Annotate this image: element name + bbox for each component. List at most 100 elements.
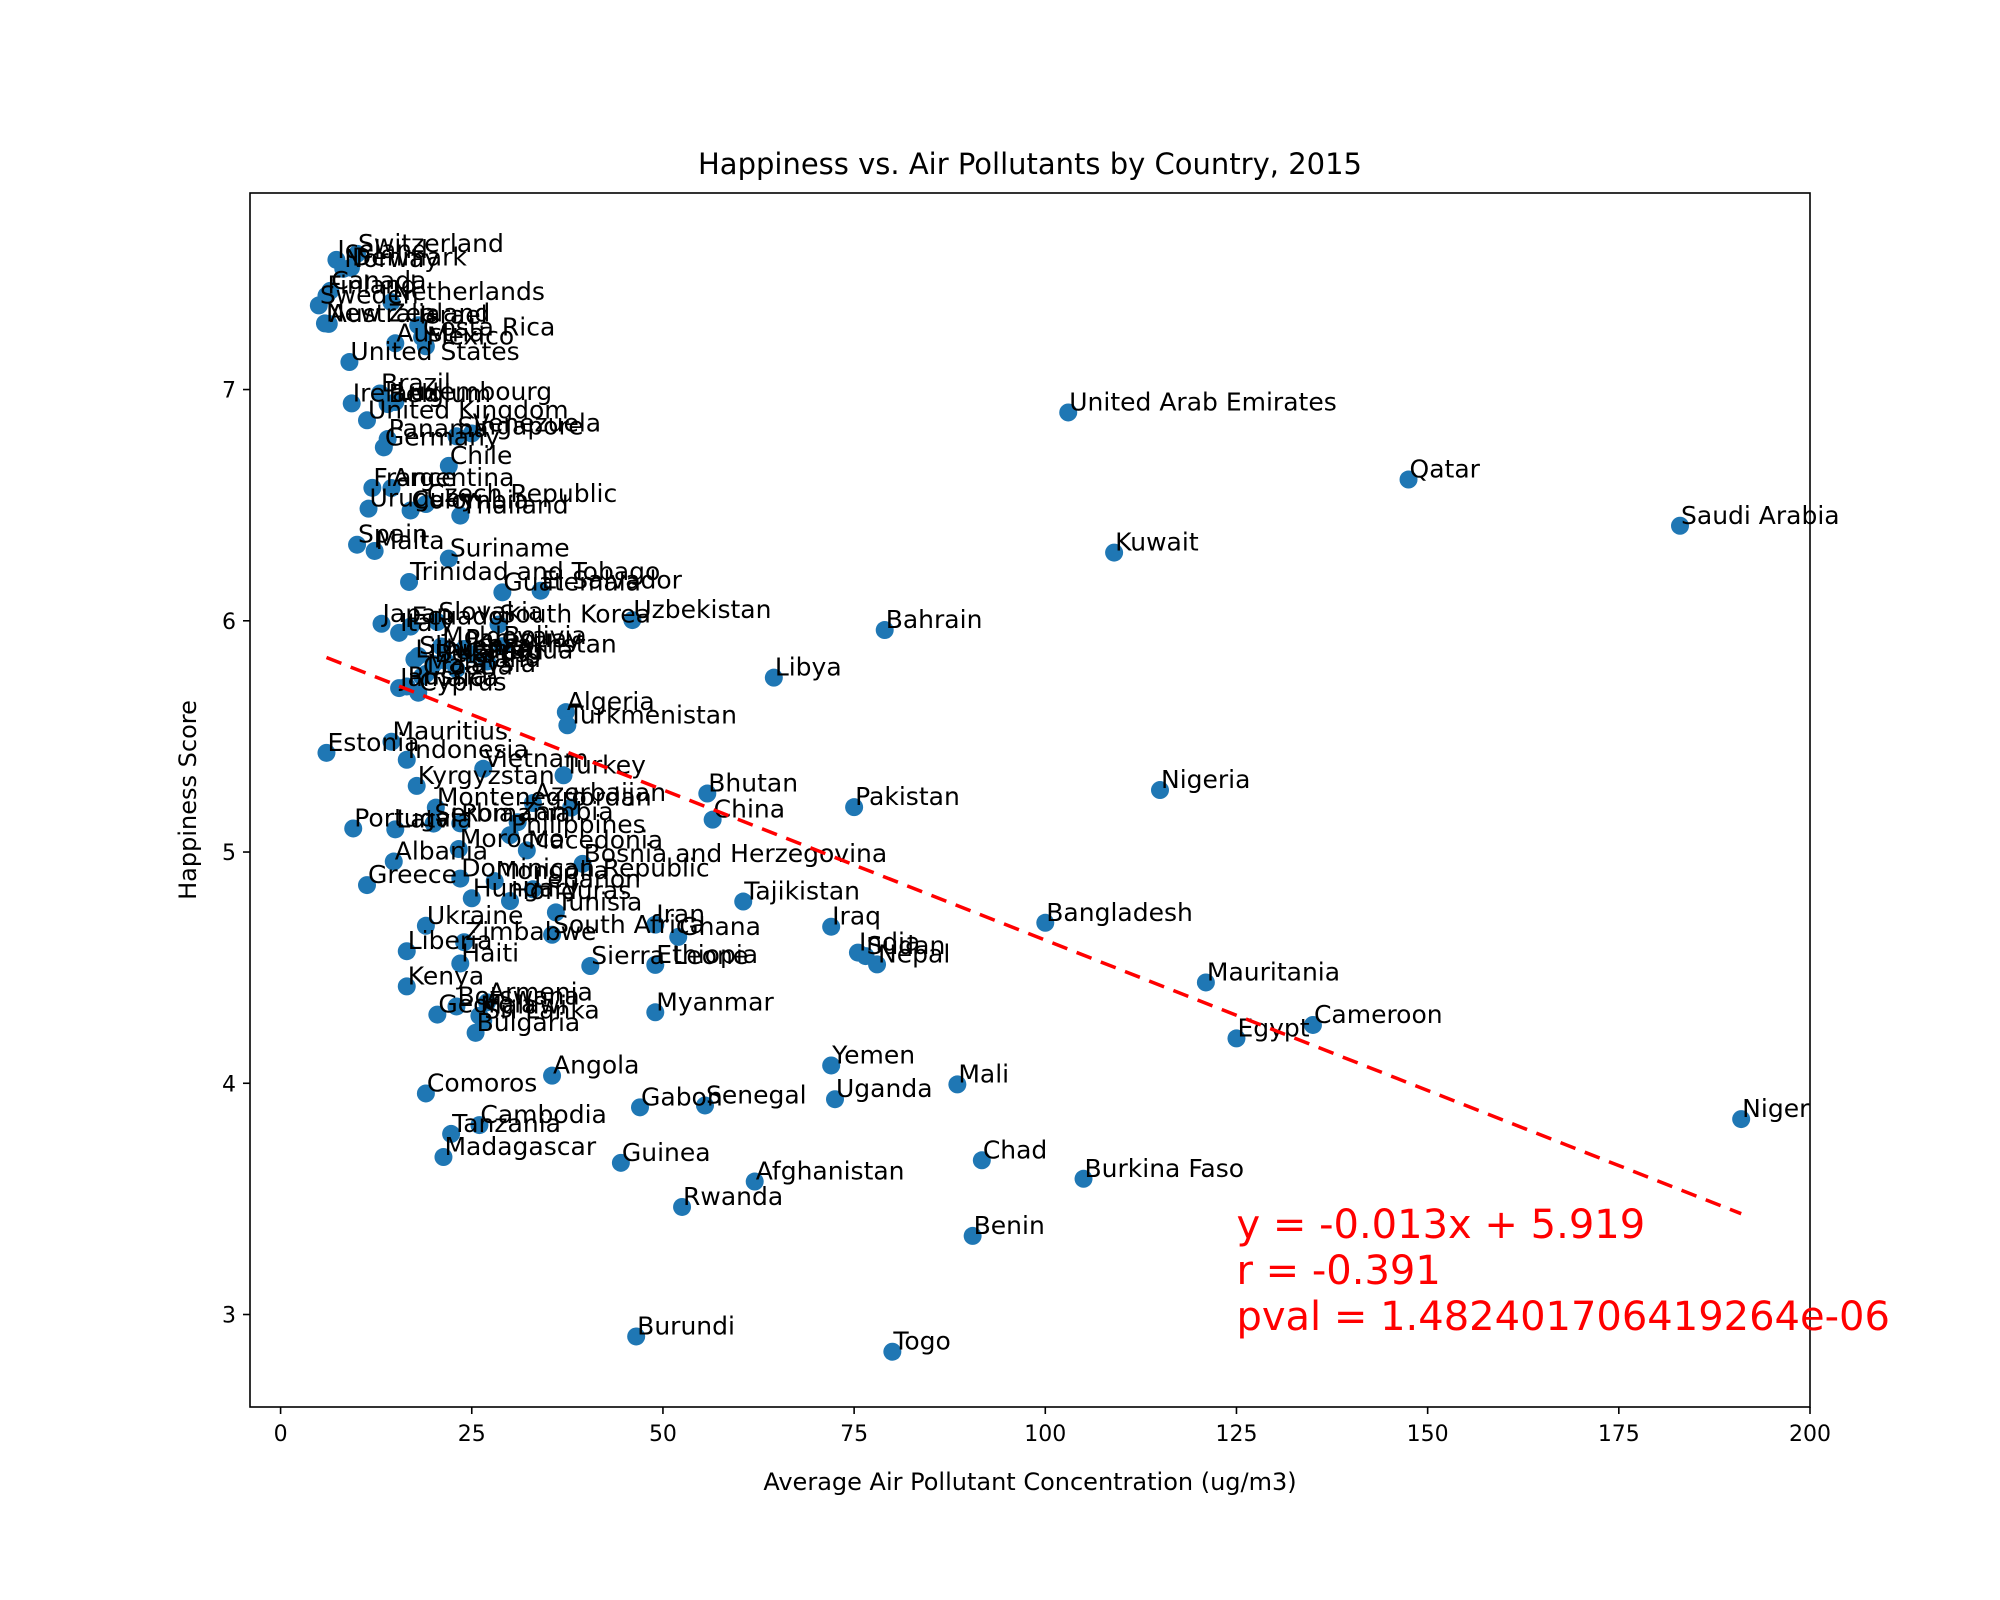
data-point [319, 314, 338, 333]
point-label: Guatemala [503, 567, 641, 596]
x-tick-label: 50 [649, 1422, 677, 1447]
point-label: Qatar [1410, 455, 1481, 484]
point-label: Panama [389, 414, 489, 443]
y-tick-label: 5 [222, 841, 236, 866]
annotation-line: r = -0.391 [1236, 1248, 1440, 1294]
data-point [397, 750, 416, 769]
data-point [390, 623, 409, 642]
point-label: Rwanda [683, 1182, 783, 1211]
point-label: Vietnam [484, 744, 588, 773]
regression-line-group [325, 655, 1742, 1216]
data-point [623, 611, 642, 630]
data-point [646, 915, 665, 934]
point-label: Ecuador [412, 602, 515, 631]
data-point [698, 784, 717, 803]
x-tick-label: 150 [1407, 1422, 1449, 1447]
point-label: Estonia [327, 728, 419, 757]
point-label: Uruguay [370, 484, 476, 513]
point-label: Peru [488, 636, 544, 665]
point-label: Libya [775, 653, 842, 682]
point-label: Uganda [836, 1074, 933, 1103]
data-point [485, 872, 504, 891]
data-point [432, 637, 451, 656]
point-label: Greece [368, 860, 457, 889]
data-point [344, 819, 363, 838]
data-point [543, 925, 562, 944]
point-label: Mauritania [1207, 957, 1340, 986]
data-point [309, 296, 328, 315]
point-label: Philippines [511, 810, 646, 839]
data-point [493, 583, 512, 602]
point-label: Germany [385, 422, 500, 451]
point-label: Slovenia [419, 631, 525, 660]
data-point [407, 776, 426, 795]
point-label: Bhutan [708, 769, 798, 798]
point-label: Angola [553, 1051, 639, 1080]
point-label: Lebanon [534, 864, 641, 893]
data-point [1059, 403, 1078, 422]
data-point [845, 798, 864, 817]
point-label: Macedonia [528, 825, 663, 854]
point-label: Ireland [353, 378, 439, 407]
point-label: Belgium [389, 379, 492, 408]
point-label: Romania [461, 798, 570, 827]
point-label: Kuwait [1115, 528, 1199, 557]
data-point [562, 798, 581, 817]
data-point [1671, 516, 1689, 535]
data-point [478, 993, 497, 1012]
point-label: Sierra Leone [591, 941, 748, 970]
data-point [442, 1124, 461, 1143]
data-point [474, 759, 493, 778]
point-label: Malawi [480, 991, 567, 1020]
point-label: Lithuania [415, 634, 531, 663]
data-point [470, 1116, 489, 1135]
data-point [764, 668, 783, 687]
point-label: Italy [400, 608, 454, 637]
point-label: Burkina Faso [1085, 1154, 1245, 1183]
x-tick-label: 75 [840, 1422, 868, 1447]
point-label: Trinidad and Tobago [409, 557, 660, 586]
data-point [447, 997, 466, 1016]
point-label: Kyrgyzstan [418, 761, 555, 790]
point-label: Israel [419, 300, 487, 329]
point-label: Ukraine [427, 901, 524, 930]
data-point [508, 813, 527, 832]
data-point [451, 506, 470, 525]
point-label: Kenya [408, 961, 485, 990]
point-label: Uzbekistan [633, 595, 771, 624]
point-label: France [373, 463, 456, 492]
annotation-line: y = -0.013x + 5.919 [1236, 1202, 1645, 1248]
point-label: Sweden [320, 280, 419, 309]
data-point [627, 1327, 646, 1346]
data-point [397, 942, 416, 961]
data-point [317, 743, 336, 762]
x-tick-label: 100 [1024, 1422, 1066, 1447]
point-label: Belarus [435, 639, 529, 668]
point-label: Tanzania [451, 1109, 561, 1138]
data-point [416, 1084, 435, 1103]
point-label: Albania [395, 837, 488, 866]
point-label: Bolivia [503, 621, 586, 650]
data-point [426, 798, 445, 817]
data-point [1399, 470, 1418, 489]
data-point [1074, 1169, 1093, 1188]
point-label: Botswana [457, 981, 579, 1010]
data-point [382, 479, 401, 498]
point-label: Latvia [396, 804, 472, 833]
data-point [523, 794, 542, 813]
point-label: Cameroon [1314, 1000, 1443, 1029]
y-tick-label: 6 [222, 610, 236, 635]
point-label: Switzerland [358, 229, 504, 258]
point-label: Honduras [511, 876, 631, 905]
data-point [745, 1172, 764, 1191]
point-label: Nicaragua [446, 636, 573, 665]
data-point [416, 495, 435, 514]
data-point [363, 478, 382, 497]
data-point [478, 652, 497, 671]
point-label: Portugal [354, 803, 458, 832]
point-label: Czech Republic [427, 479, 617, 508]
data-point [734, 892, 753, 911]
data-point [382, 293, 401, 312]
point-label: Argentina [392, 463, 514, 492]
point-label: Luxembourg [396, 377, 552, 406]
